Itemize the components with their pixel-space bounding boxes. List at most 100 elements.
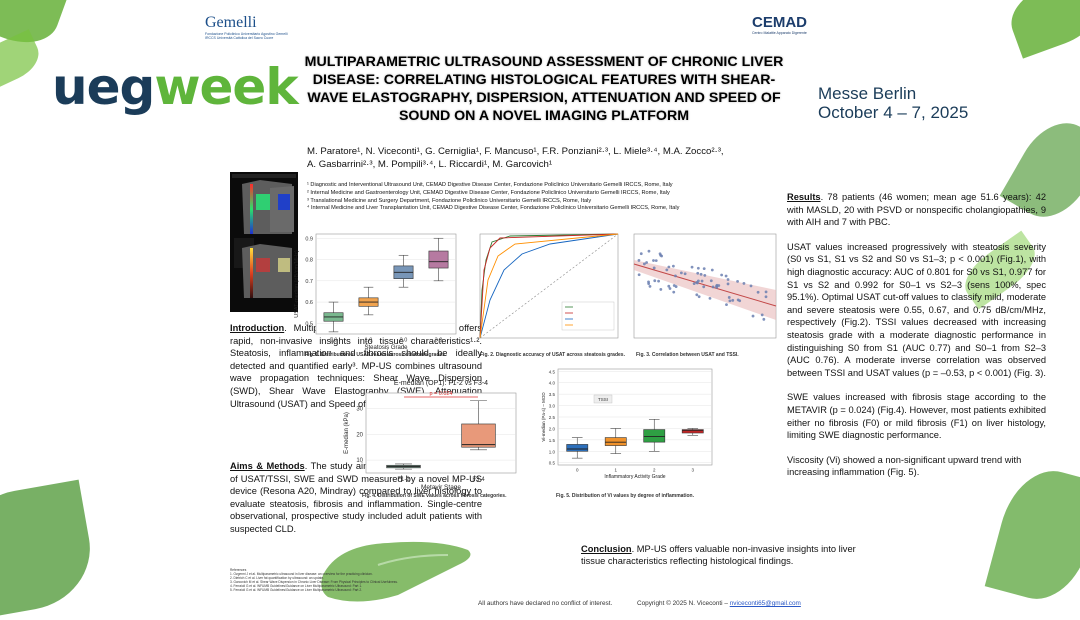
scatter-point (683, 272, 687, 276)
figure-2-roc-curves (479, 233, 619, 339)
y-tick-label: 2.0 (549, 426, 556, 431)
conclusion-heading: Conclusion (581, 544, 632, 554)
y-axis-label: Vi-median (Pa·s) – MOD (541, 392, 546, 442)
scatter-point (671, 264, 675, 268)
scatter-point (724, 274, 728, 278)
scatter-point (715, 285, 719, 289)
scatter-point (725, 303, 728, 307)
poster-title: MULTIPARAMETRIC ULTRASOUND ASSESSMENT OF… (304, 54, 784, 124)
disclosure: All authors have declared no conflict of… (478, 600, 613, 607)
scatter-point (731, 298, 735, 302)
scatter-point (657, 279, 660, 283)
results-section: Results. 78 patients (46 women; mean age… (787, 191, 1046, 491)
x-tick-label: 0.0 (330, 338, 338, 344)
scatter-point (692, 282, 696, 286)
figure-5-vi-boxplot: 0.5 1.0 1.5 2.0 2.5 3.0 3.5 4.0 4.5 0 1 2 3 Inflammat… (541, 368, 713, 480)
scatter-point (727, 296, 731, 299)
x-tick-label: 0 (576, 468, 579, 473)
copyright: Copyright © 2025 N. Viceconti – nvicecon… (637, 600, 801, 607)
x-tick-label: F3-4 (472, 477, 485, 483)
figure-2-caption: Fig. 2. Diagnostic accuracy of USAT acro… (480, 352, 625, 358)
scatter-point (674, 274, 677, 278)
scatter-point (696, 271, 700, 275)
scatter-point (709, 279, 713, 283)
y-tick-label: 0.7 (305, 279, 313, 285)
figure-3-scatter (633, 233, 777, 339)
scatter-point (647, 249, 651, 253)
scatter-point (653, 279, 657, 283)
y-tick-label: 0.8 (305, 258, 313, 264)
scatter-point (652, 259, 655, 262)
figure-4-title: E-median (OP1): F1-2 vs F3-4 (394, 380, 488, 387)
scatter-point (667, 265, 671, 269)
y-tick-label: 0.5 (305, 321, 313, 327)
results-paragraph-4: Viscosity (Vi) showed a non-significant … (787, 454, 1022, 478)
references: References 1. Ozgermi J et al. Multipara… (230, 568, 500, 593)
box (461, 423, 496, 448)
scatter-point (764, 295, 768, 299)
scatter-point (647, 282, 651, 286)
scatter-point (702, 267, 706, 271)
scatter-point (726, 282, 730, 286)
scatter-point (751, 314, 755, 318)
x-tick-label: F1-2 (397, 477, 410, 483)
scatter-point (637, 273, 641, 277)
scatter-point (728, 299, 732, 303)
y-tick-label: 0.9 (305, 236, 313, 242)
copyright-text: Copyright © 2025 N. Viceconti – (637, 600, 728, 607)
scatter-point (668, 287, 672, 290)
scatter-point (658, 252, 662, 256)
x-axis-label: Inflammatory Activity Grade (604, 474, 665, 480)
y-tick-label: 30 (356, 406, 363, 412)
x-tick-label: 2.0 (400, 338, 408, 344)
scatter-point (672, 290, 676, 294)
scatter-point (648, 284, 652, 288)
cemad-name: CEMAD (752, 14, 807, 31)
reference-4: 4. Ferraioli G et al. WFUMB Guidelines/G… (230, 584, 362, 589)
box (604, 437, 627, 446)
ueg-week-logo: uegweek (52, 58, 299, 116)
y-axis-label: USAT-median (dB/cm/MHz) (294, 250, 300, 318)
scatter-point (717, 284, 721, 287)
results-heading: Results (787, 192, 821, 202)
scatter-point (760, 313, 764, 317)
references-heading: References (230, 568, 247, 572)
liver-illustration (321, 541, 471, 602)
figure-4-swe-boxplot: 10 20 30 F1-2 F3-4 Metavir Stage E-median (kPa… (344, 380, 517, 491)
results-paragraph-2: USAT values increased progressively with… (787, 241, 1046, 378)
conclusion-section: Conclusion. MP-US offers valuable non-in… (581, 543, 881, 567)
authors-line-1: M. Paratore¹, N. Viceconti¹, G. Cernigli… (307, 146, 724, 157)
reference-5: 5. Ferraioli G et al. WFUMB Guidelines/G… (230, 588, 362, 593)
y-tick-label: 10 (356, 458, 363, 464)
scatter-point (726, 278, 730, 281)
box (643, 429, 666, 443)
ultrasound-screenshot (230, 172, 298, 312)
affiliation-1: ¹ Diagnostic and Interventional Ultrasou… (307, 182, 673, 188)
results-paragraph-1: Results. 78 patients (46 women; mean age… (787, 191, 1046, 229)
x-tick-label: 3 (691, 468, 694, 473)
reference-2: 2. Dietrich C et al. Liver fat quantific… (230, 576, 325, 581)
affiliation-3: ³ Translational Medicine and Surgery Dep… (307, 197, 592, 204)
y-tick-label: 1.5 (549, 438, 556, 443)
scatter-point (672, 284, 676, 287)
scatter-point (690, 265, 694, 269)
affiliation-4: ⁴ Internal Medicine and Liver Transplant… (307, 205, 680, 212)
gemelli-logo: Gemelli Fondazione Policlinico Universit… (205, 14, 295, 40)
y-tick-label: 0.6 (305, 300, 313, 306)
venue-dates: October 4 – 7, 2025 (818, 103, 969, 122)
venue: Messe Berlin October 4 – 7, 2025 (818, 84, 968, 122)
x-tick-label: 1 (614, 468, 617, 473)
y-tick-label: 2.5 (549, 415, 556, 420)
conclusion-text: . MP-US offers valuable non-invasive ins… (581, 544, 856, 566)
figure-4-caption: Fig. 4. Distribution of SWE values acros… (362, 493, 507, 499)
figure-3-caption: Fig. 3. Correlation between USAT and TSS… (636, 352, 739, 358)
authors: M. Paratore¹, N. Viceconti¹, G. Cernigli… (307, 145, 787, 171)
scatter-point (742, 282, 746, 285)
box (681, 429, 704, 434)
affiliations: ¹ Diagnostic and Interventional Ultrasou… (307, 182, 787, 213)
scatter-point (696, 279, 700, 283)
y-tick-label: 4.0 (549, 381, 556, 386)
author-email-link[interactable]: nviceconti65@gmail.com (729, 600, 801, 607)
authors-line-2: A. Gasbarrini²·³, M. Pompili³·⁴, L. Ricc… (307, 159, 553, 170)
scatter-point (697, 295, 701, 299)
